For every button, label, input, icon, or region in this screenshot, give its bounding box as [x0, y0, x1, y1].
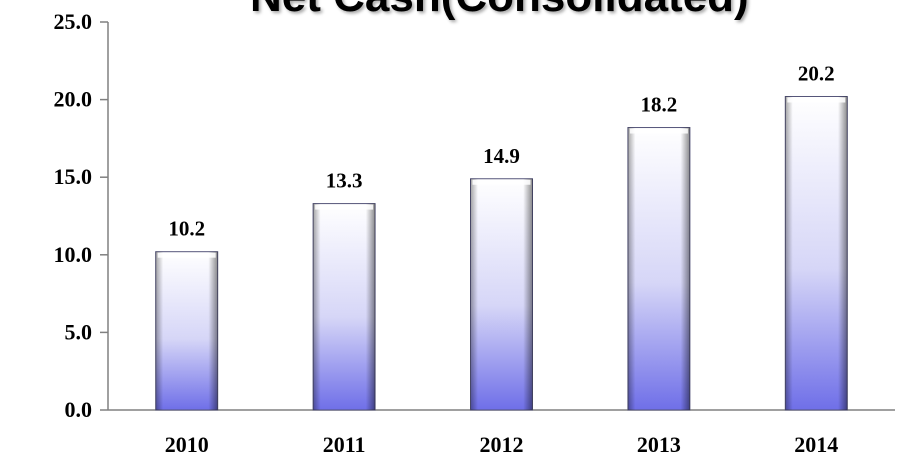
x-category-label: 2012: [480, 432, 524, 457]
bar: [627, 127, 691, 411]
bar-shading: [785, 96, 848, 410]
y-tick-label: 10.0: [54, 242, 93, 267]
x-category-label: 2011: [323, 432, 366, 457]
chart-title: Net Cash(Consolidated): [250, 0, 810, 22]
y-tick-label: 5.0: [65, 319, 93, 344]
data-label: 20.2: [798, 61, 835, 85]
bar-top-highlight: [472, 179, 531, 185]
y-tick-label: 20.0: [54, 87, 93, 112]
y-axis-ticks: 0.0 5.0 10.0 15.0 20.0 25.0: [54, 9, 108, 422]
bar: [470, 178, 533, 411]
bar-shading: [470, 178, 533, 410]
data-label: 13.3: [326, 169, 363, 193]
bar: [155, 251, 219, 411]
bar: [312, 203, 376, 411]
bar: [784, 95, 848, 411]
y-tick-label: 25.0: [54, 9, 93, 34]
data-labels: 10.2 13.3 14.9 18.2 20.2: [168, 61, 834, 240]
bar-top-highlight: [315, 204, 374, 210]
bars: [155, 95, 848, 411]
x-category-label: 2013: [637, 432, 681, 457]
bar-shading: [627, 127, 690, 410]
data-label: 14.9: [483, 144, 520, 168]
bar-top-highlight: [787, 97, 846, 103]
data-label: 18.2: [641, 93, 678, 117]
x-category-label: 2014: [794, 432, 838, 457]
y-tick-label: 15.0: [54, 164, 93, 189]
bar-top-highlight: [157, 252, 216, 258]
x-axis-categories: 2010 2011 2012 2013 2014: [165, 432, 839, 457]
x-category-label: 2010: [165, 432, 209, 457]
y-tick-label: 0.0: [65, 397, 93, 422]
bar-top-highlight: [629, 128, 688, 134]
bar-shading: [155, 251, 218, 410]
bar-shading: [313, 203, 376, 410]
data-label: 10.2: [168, 217, 205, 241]
